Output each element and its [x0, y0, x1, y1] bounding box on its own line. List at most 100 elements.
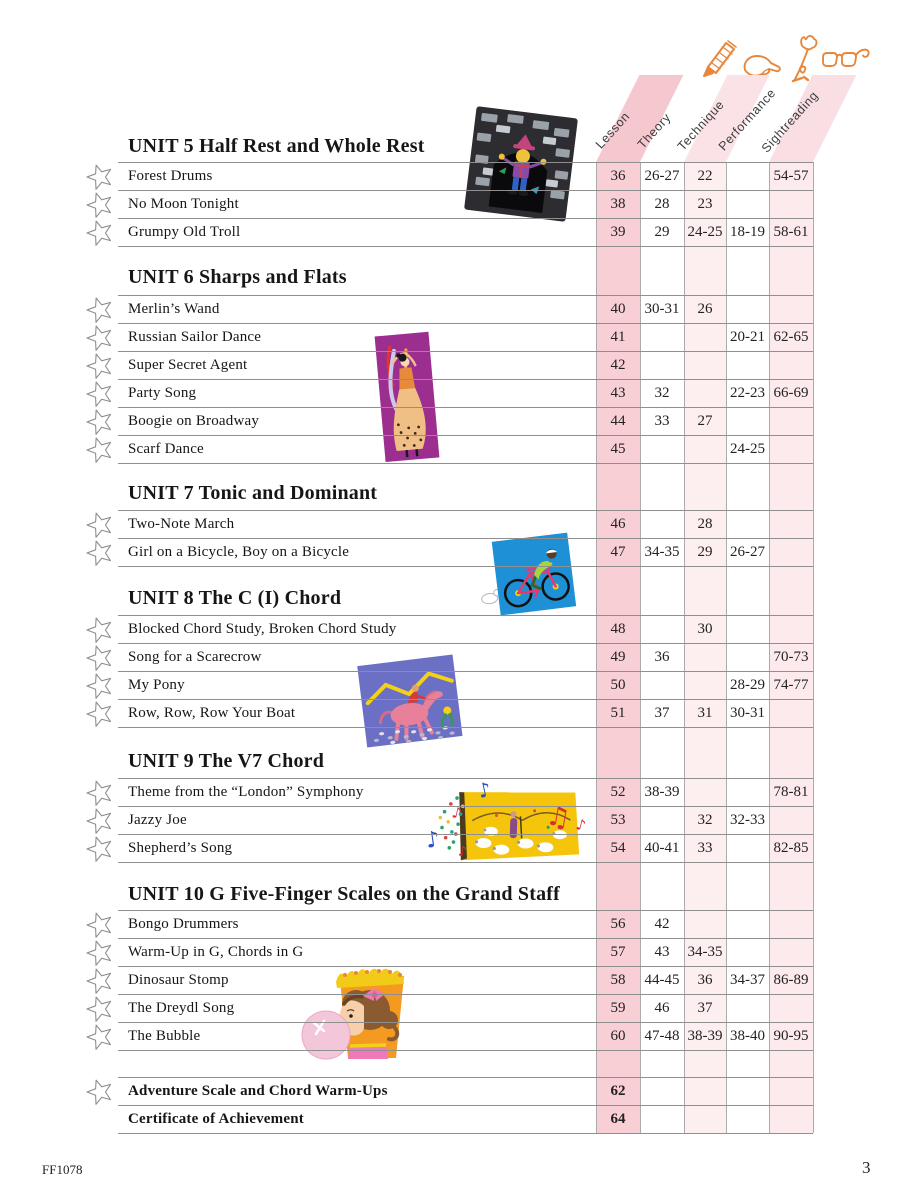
eyeglasses-icon [822, 48, 870, 67]
toc-row: Girl on a Bicycle, Boy on a Bicycle 47 34-… [86, 539, 813, 567]
star-icon [86, 540, 113, 566]
piece-title: Song for a Scarecrow [128, 649, 262, 665]
page-number-cell: 52 [610, 784, 626, 800]
toc-row: My Pony 50 28-29 74-77 [86, 672, 813, 700]
grid-line [684, 162, 685, 1133]
piece-title: Dinosaur Stomp [128, 972, 229, 988]
page-number-cell: 29 [697, 544, 713, 560]
piece-title: Warm-Up in G, Chords in G [128, 944, 304, 960]
pencil-icon [703, 40, 737, 77]
star-icon [86, 512, 113, 538]
page-number-cell: 22 [697, 168, 713, 184]
star-icon [86, 1079, 113, 1105]
catalog-number: FF1078 [42, 1162, 83, 1177]
grid-line [596, 162, 597, 1133]
section-rows: Theme from the “London” Symphony 52 38-39 7… [86, 778, 813, 863]
star-icon [86, 780, 113, 806]
page-number-cell: 36 [654, 649, 670, 665]
piece-title: Two-Note March [128, 516, 235, 532]
piece-title: Theme from the “London” Symphony [128, 784, 364, 800]
star-icon [86, 1024, 113, 1050]
piece-title: Blocked Chord Study, Broken Chord Study [128, 621, 397, 637]
toc-row: Russian Sailor Dance 41 20-21 62-65 [86, 324, 813, 352]
unit-title: UNIT 10 G Five-Finger Scales on the Gran… [128, 883, 560, 905]
page-number-cell: 28 [654, 196, 670, 212]
toc-row: Certificate of Achievement 64 [118, 1106, 813, 1134]
girl-blowing-bubble-illustration [300, 958, 412, 1062]
piece-title: Certificate of Achievement [128, 1111, 304, 1127]
piece-title: Merlin’s Wand [128, 301, 220, 317]
page-number-cell: 29 [654, 224, 670, 240]
toc-row: Theme from the “London” Symphony 52 38-39 7… [86, 779, 813, 807]
star-icon [86, 220, 113, 246]
star-icon [86, 617, 113, 643]
page-number-cell: 18-19 [730, 224, 765, 240]
piece-title: The Dreydl Song [128, 1000, 235, 1016]
piece-title: Super Secret Agent [128, 357, 248, 373]
page-number-cell: 33 [697, 840, 713, 856]
piece-title: Shepherd’s Song [128, 840, 233, 856]
page-number-cell: 38-40 [730, 1028, 765, 1044]
section-rows: Bongo Drummers 56 42 Warm-Up in G, Chords i… [86, 910, 813, 1051]
page-number-cell: 56 [610, 916, 626, 932]
page-number-cell: 37 [654, 705, 670, 721]
star-icon [86, 996, 113, 1022]
toc-row: The Dreydl Song 59 46 37 [86, 995, 813, 1023]
piece-title: Scarf Dance [128, 441, 204, 457]
star-icon [86, 836, 113, 862]
star-icon [86, 409, 113, 435]
toc-row: Row, Row, Row Your Boat 51 37 31 30-31 [86, 700, 813, 728]
page-number-cell: 32 [697, 812, 713, 828]
page-number-cell: 28-29 [730, 677, 765, 693]
grid-line [813, 162, 814, 1133]
page-number-cell: 37 [697, 1000, 713, 1016]
star-icon [86, 192, 113, 218]
page-number-cell: 27 [697, 413, 713, 429]
page-number-cell: 34-35 [644, 544, 680, 560]
grid-line [769, 162, 770, 1133]
toc-row: Forest Drums 36 26-27 22 54-57 [86, 163, 813, 191]
page-number-cell: 82-85 [773, 840, 809, 856]
page-number-cell: 42 [654, 916, 670, 932]
page-number-cell: 40 [610, 301, 626, 317]
toc-row: Party Song 43 32 22-23 66-69 [86, 380, 813, 408]
page-number-cell: 31 [697, 705, 713, 721]
page-number-cell: 44-45 [644, 972, 680, 988]
page-number-cell: 28 [697, 516, 713, 532]
piece-title: Grumpy Old Troll [128, 224, 241, 240]
piece-title: Jazzy Joe [128, 812, 187, 828]
piece-title: No Moon Tonight [128, 196, 239, 212]
flower-icon [791, 35, 818, 83]
page-number-cell: 36 [610, 168, 626, 184]
page-number-cell: 51 [610, 705, 626, 721]
unit-title: UNIT 6 Sharps and Flats [128, 266, 347, 288]
toc-row: Merlin’s Wand 40 30-31 26 [86, 296, 813, 324]
piece-title: Girl on a Bicycle, Boy on a Bicycle [128, 544, 350, 560]
page-number-cell: 47 [610, 544, 626, 560]
page-number-cell: 20-21 [730, 329, 765, 345]
star-icon [86, 164, 113, 190]
page-number-cell: 58-61 [773, 224, 809, 240]
star-icon [86, 645, 113, 671]
toc-row: The Bubble 60 47-48 38-39 38-40 90-95 [86, 1023, 813, 1051]
star-icon [86, 701, 113, 727]
page-number-cell: 30-31 [730, 705, 765, 721]
piece-title: My Pony [128, 677, 185, 693]
unit-title: UNIT 5 Half Rest and Whole Rest [128, 135, 425, 157]
toc-row: Shepherd’s Song 54 40-41 33 82-85 [86, 835, 813, 863]
toc-row: No Moon Tonight 38 28 23 [86, 191, 813, 219]
star-icon [86, 808, 113, 834]
page-number-cell: 47-48 [644, 1028, 680, 1044]
piece-title: Boogie on Broadway [128, 413, 260, 429]
page-number-cell: 39 [610, 224, 626, 240]
toc-row: Adventure Scale and Chord Warm-Ups 62 [86, 1078, 813, 1106]
toc-row: Warm-Up in G, Chords in G 57 43 34-35 [86, 939, 813, 967]
writing-hand-icon [743, 55, 781, 77]
page-number-cell: 53 [610, 812, 626, 828]
page-number-cell: 42 [610, 357, 626, 373]
page-number-cell: 86-89 [773, 972, 809, 988]
scarecrow-in-window-illustration [464, 106, 578, 222]
piece-title: Party Song [128, 385, 197, 401]
page-number-cell: 33 [654, 413, 670, 429]
page-number-cell: 54-57 [773, 168, 809, 184]
